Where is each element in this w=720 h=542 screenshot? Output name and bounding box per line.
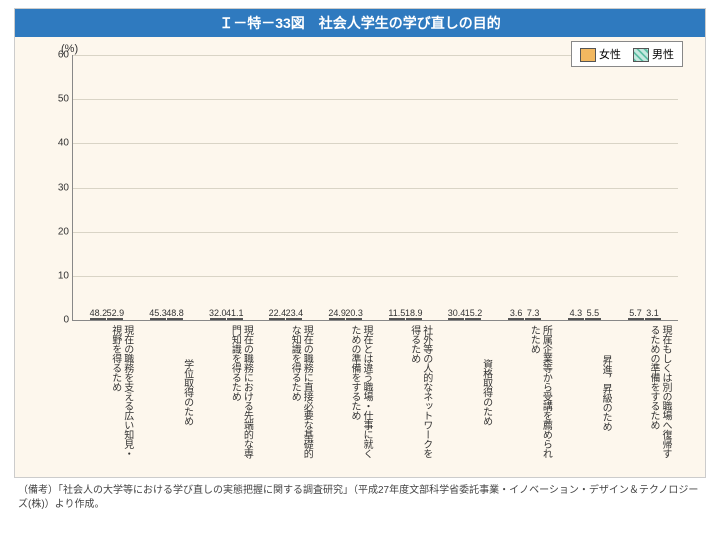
bar-female: 4.3	[568, 318, 584, 320]
x-axis-labels: 現在の職務を支える広い知見・視野を得るため学位取得のため現在の職務における先端的…	[72, 325, 678, 460]
grid-line	[73, 276, 678, 277]
x-label: 昇進，昇級のため	[557, 325, 611, 460]
bar-female: 3.6	[508, 318, 524, 320]
x-label: 所属企業等から受講を薦められたため	[498, 325, 552, 460]
value-label-male: 3.1	[646, 308, 659, 318]
y-tick-label: 60	[58, 50, 73, 61]
grid-line	[73, 188, 678, 189]
y-tick-label: 10	[58, 270, 73, 281]
y-tick-label: 30	[58, 182, 73, 193]
bar-pair: 24.920.3	[319, 318, 373, 320]
bar-pair: 30.415.2	[438, 318, 492, 320]
value-label-male: 20.3	[345, 308, 363, 318]
grid-line	[73, 99, 678, 100]
bar-female: 45.3	[150, 318, 166, 320]
x-label: 資格取得のため	[438, 325, 492, 460]
bar-male: 18.9	[406, 318, 422, 320]
bar-female: 11.5	[389, 318, 405, 320]
bar-female: 5.7	[628, 318, 644, 320]
bar-pair: 22.423.4	[259, 318, 313, 320]
value-label-male: 48.8	[166, 308, 184, 318]
value-label-female: 32.0	[209, 308, 227, 318]
legend-item-female: 女性	[580, 46, 621, 62]
value-label-female: 3.6	[510, 308, 523, 318]
value-label-female: 5.7	[629, 308, 642, 318]
bar-male: 41.1	[227, 318, 243, 320]
swatch-male	[633, 48, 649, 62]
bar-female: 32.0	[210, 318, 226, 320]
x-label: 社外等の人的なネットワークを得るため	[378, 325, 432, 460]
bar-male: 23.4	[286, 318, 302, 320]
value-label-male: 18.9	[405, 308, 423, 318]
bar-male: 3.1	[645, 318, 661, 320]
footnote-prefix: （備考）	[18, 485, 58, 496]
x-label: 現在の職務を支える広い知見・視野を得るため	[79, 325, 133, 460]
value-label-female: 11.5	[388, 308, 405, 318]
grid-line	[73, 143, 678, 144]
bar-pair: 48.252.9	[80, 318, 134, 320]
y-tick-label: 40	[58, 138, 73, 149]
value-label-female: 48.2	[90, 308, 108, 318]
bar-pair: 3.67.3	[498, 318, 552, 320]
x-label: 学位取得のため	[139, 325, 193, 460]
bar-pair: 4.35.5	[557, 318, 611, 320]
bar-female: 22.4	[269, 318, 285, 320]
footnote: （備考）「社会人の大学等における学び直しの実態把握に関する調査研究」（平成27年…	[18, 484, 702, 512]
legend-item-male: 男性	[633, 46, 674, 62]
legend-label-male: 男性	[652, 49, 674, 61]
value-label-female: 24.9	[328, 308, 346, 318]
plot-area: 48.252.9 45.348.8 32.041.1 22.423.4 24.920.3…	[72, 55, 678, 321]
bar-male: 7.3	[525, 318, 541, 320]
bar-male: 52.9	[107, 318, 123, 320]
value-label-female: 30.4	[448, 308, 466, 318]
bar-female: 48.2	[90, 318, 106, 320]
bar-male: 20.3	[346, 318, 362, 320]
y-tick-label: 20	[58, 226, 73, 237]
grid-line	[73, 232, 678, 233]
bar-pair: 5.73.1	[617, 318, 671, 320]
bar-pair: 32.041.1	[199, 318, 253, 320]
chart-title: Ｉ－特－33図 社会人学生の学び直しの目的	[15, 9, 705, 37]
y-tick-label: 50	[58, 94, 73, 105]
value-label-male: 5.5	[587, 308, 600, 318]
x-label: 現在とは違う職場・仕事に就くための準備をするため	[318, 325, 372, 460]
bar-pair: 11.518.9	[378, 318, 432, 320]
x-label: 現在の職務における先端的な専門知識を得るため	[199, 325, 253, 460]
value-label-male: 23.4	[286, 308, 304, 318]
value-label-female: 45.3	[149, 308, 167, 318]
value-label-female: 4.3	[570, 308, 583, 318]
x-label: 現在もしくは別の職場へ復帰するための準備をするため	[617, 325, 671, 460]
value-label-male: 7.3	[527, 308, 540, 318]
value-label-male: 41.1	[226, 308, 244, 318]
chart-panel: Ｉ－特－33図 社会人学生の学び直しの目的 (%) 48.252.945.348…	[14, 8, 706, 478]
value-label-female: 22.4	[269, 308, 287, 318]
x-label: 現在の職務に直接必要な基礎的な知識を得るため	[258, 325, 312, 460]
bar-male: 5.5	[585, 318, 601, 320]
swatch-female	[580, 48, 596, 62]
bar-male: 15.2	[465, 318, 481, 320]
bar-pair: 45.348.8	[140, 318, 194, 320]
value-label-male: 15.2	[465, 308, 483, 318]
legend: 女性 男性	[571, 41, 683, 67]
bar-female: 30.4	[448, 318, 464, 320]
value-label-male: 52.9	[107, 308, 125, 318]
figure-container: Ｉ－特－33図 社会人学生の学び直しの目的 (%) 48.252.945.348…	[0, 8, 720, 542]
bar-female: 24.9	[329, 318, 345, 320]
footnote-text: 「社会人の大学等における学び直しの実態把握に関する調査研究」（平成27年度文部科…	[18, 485, 698, 510]
bar-male: 48.8	[167, 318, 183, 320]
y-tick-label: 0	[63, 315, 73, 326]
legend-label-female: 女性	[599, 49, 621, 61]
